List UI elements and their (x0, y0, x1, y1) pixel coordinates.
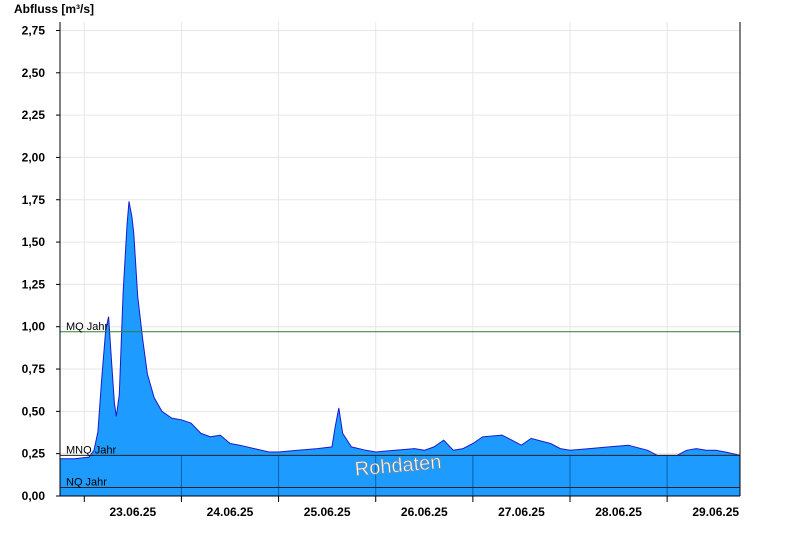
x-tick-label: 26.06.25 (401, 505, 448, 519)
x-tick-label: 23.06.25 (109, 505, 156, 519)
area-layer (60, 201, 741, 496)
y-tick-label: 0,50 (22, 404, 46, 418)
y-tick-label: 0,25 (22, 447, 46, 461)
x-tick-label: 28.06.25 (595, 505, 642, 519)
reference-lines: MQ Jahr MNQ Jahr NQ Jahr (60, 321, 740, 489)
axis-layer: 0,00 0,25 0,50 0,75 1,00 1,25 1,50 1,75 2,00 2,25… (22, 22, 741, 519)
y-tick-label: 1,50 (22, 235, 46, 249)
y-tick-label: 2,00 (22, 150, 46, 164)
reference-line-label: NQ Jahr (66, 477, 107, 489)
y-tick-label: 1,25 (22, 277, 46, 291)
y-tick-label: 0,75 (22, 362, 46, 376)
y-tick-label: 1,75 (22, 193, 46, 207)
y-tick-label: 2,50 (22, 66, 46, 80)
reference-line-label: MQ Jahr (66, 321, 109, 333)
x-tick-label: 25.06.25 (304, 505, 351, 519)
y-tick-label: 0,00 (22, 489, 46, 503)
discharge-line (60, 201, 741, 460)
y-tick-label: 2,75 (22, 23, 46, 37)
x-tick-label: 29.06.25 (692, 505, 739, 519)
y-axis-title: Abfluss [m³/s] (14, 2, 94, 16)
discharge-area (60, 201, 740, 496)
grid-layer (60, 22, 740, 497)
y-tick-label: 2,25 (22, 108, 46, 122)
reference-line-label: MNQ Jahr (66, 444, 116, 456)
x-tick-label: 24.06.25 (207, 505, 254, 519)
x-tick-label: 27.06.25 (498, 505, 545, 519)
y-tick-label: 1,00 (22, 320, 46, 334)
